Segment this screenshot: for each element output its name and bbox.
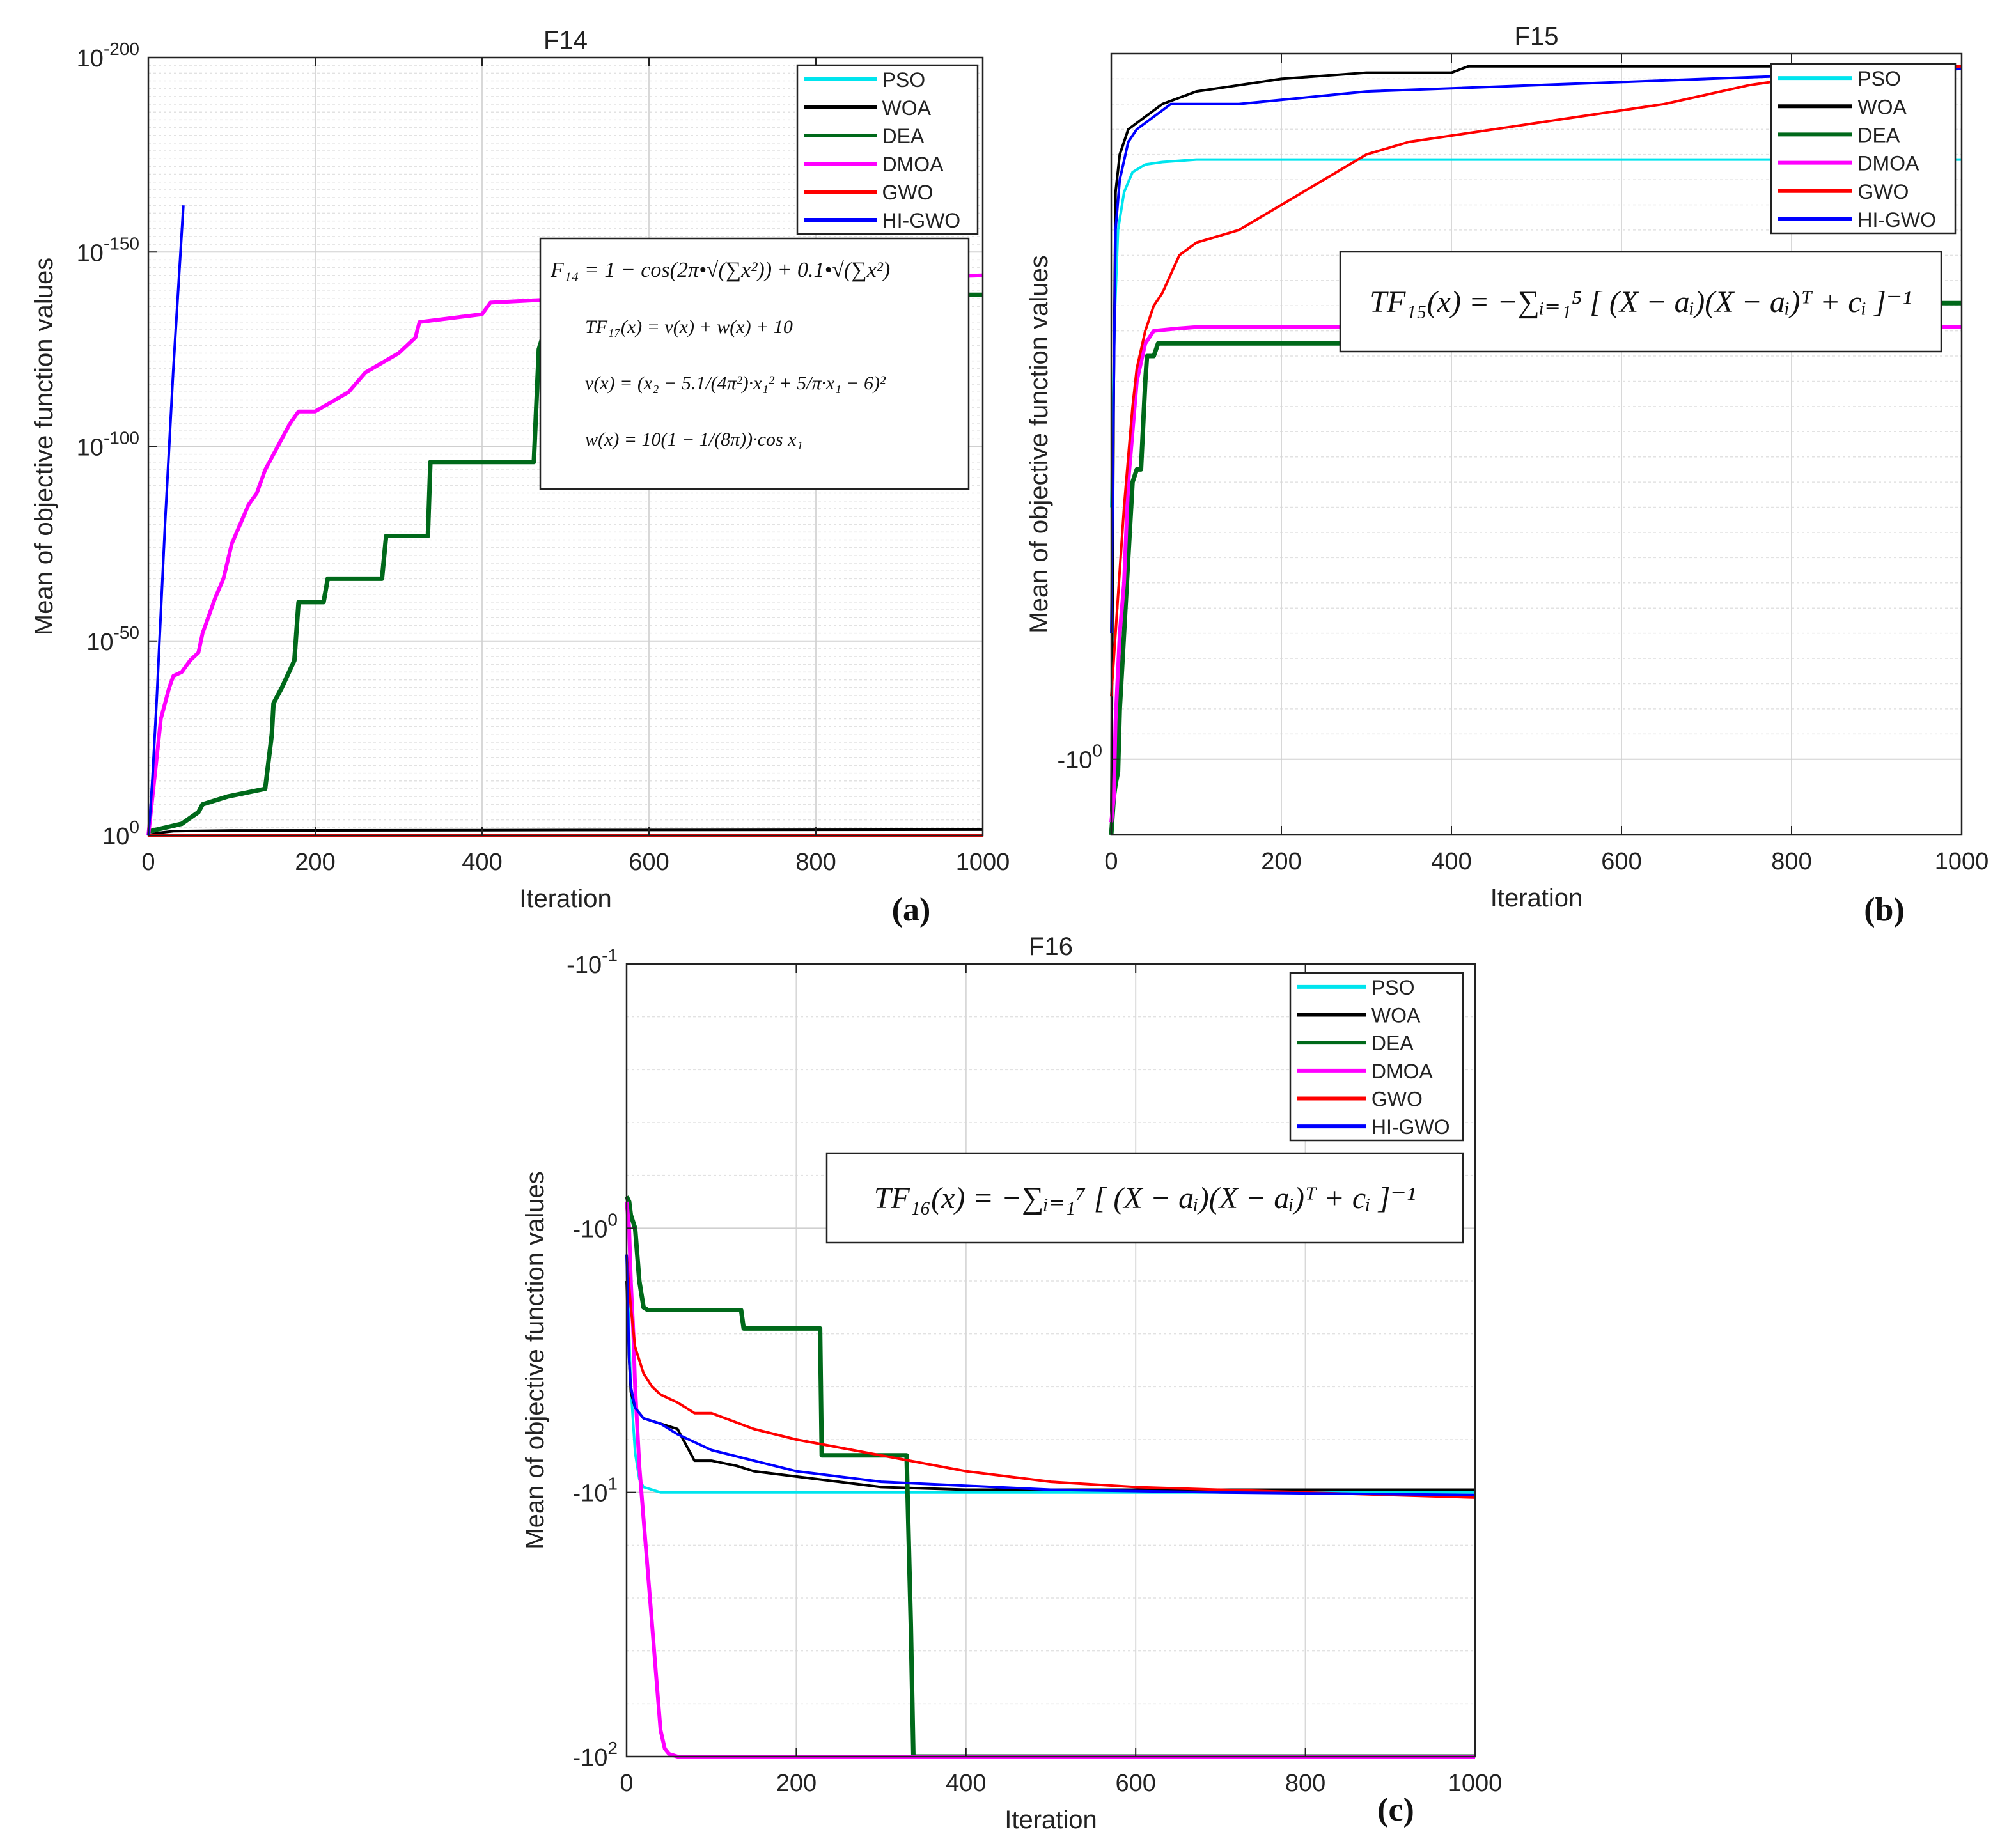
- series-line-dea: [1109, 300, 1962, 835]
- legend-label-dmoa: DMOA: [1371, 1060, 1434, 1083]
- x-tick-label: 200: [1261, 848, 1301, 875]
- y-axis-label: Mean of objective function values: [521, 1171, 549, 1549]
- legend-label-dmoa: DMOA: [1857, 152, 1919, 175]
- y-tick-label: 10-50: [86, 623, 139, 656]
- y-tick-label: -102: [573, 1738, 618, 1771]
- legend-label-pso: PSO: [1371, 976, 1415, 999]
- legend: PSO WOA DEA DMOA GWO HI-GWO: [1289, 972, 1464, 1142]
- panel-label: (a): [892, 892, 931, 928]
- x-tick-label: 1000: [956, 849, 1010, 876]
- series-group: [624, 1195, 1476, 1759]
- legend-label-gwo: GWO: [882, 181, 934, 204]
- x-tick-label: 800: [1285, 1770, 1325, 1797]
- legend-label-gwo: GWO: [1857, 180, 1909, 203]
- series-group: [1109, 65, 1962, 835]
- formula-line: TF₁₇(x) = v(x) + w(x) + 10: [585, 316, 793, 338]
- y-tick-label: -100: [1058, 741, 1103, 774]
- legend-label-woa: WOA: [1371, 1004, 1421, 1027]
- grid: [148, 57, 983, 836]
- legend-label-dea: DEA: [1371, 1032, 1414, 1055]
- y-tick-label: -101: [573, 1474, 618, 1507]
- y-tick-label: 10-100: [77, 428, 139, 462]
- x-tick-label: 400: [946, 1770, 986, 1797]
- legend-label-hi-gwo: HI-GWO: [1371, 1115, 1450, 1138]
- x-axis-label: Iteration: [1004, 1806, 1097, 1834]
- y-axis-label: Mean of objective function values: [1025, 255, 1053, 633]
- chart-title: F14: [543, 26, 588, 54]
- chart-panel-b: 0 200 400 600 800 1000 -100 F15 Iteration Mean of…: [1025, 22, 1989, 928]
- legend-box: [1770, 63, 1957, 235]
- legend-label-dea: DEA: [1857, 123, 1900, 146]
- formula-box: TF₁₅(x) = −∑ᵢ₌₁⁵ [ (X − aᵢ)(X − aᵢ)ᵀ + c…: [1339, 251, 1942, 353]
- chart-panel-c: 0 200 400 600 800 1000 -10-1 -100 -101 -102 F16 Ite…: [521, 933, 1502, 1834]
- x-tick-label: 200: [295, 849, 335, 876]
- formula-frame: [1339, 251, 1942, 353]
- x-tick-label: 400: [462, 849, 502, 876]
- legend-label-woa: WOA: [882, 97, 932, 120]
- chart-panel-a: 0 200 400 600 800 1000 100 10-50 10-100 10-150 10-…: [30, 26, 1010, 928]
- y-tick-label: 100: [102, 817, 139, 850]
- legend-box: [1289, 972, 1464, 1142]
- formula-line: w(x) = 10(1 − 1/(8π))·cos x₁: [585, 429, 803, 450]
- panel-label: (b): [1864, 892, 1905, 928]
- x-tick-label: 600: [1601, 848, 1641, 875]
- y-tick-label: -10-1: [567, 945, 618, 979]
- x-tick-label: 800: [795, 849, 836, 876]
- y-tick-label: 10-200: [77, 39, 139, 72]
- formula-line: TF₁₅(x) = −∑ᵢ₌₁⁵ [ (X − aᵢ)(X − aᵢ)ᵀ + c…: [1370, 285, 1911, 319]
- series-line-hi-gwo: [147, 205, 185, 836]
- y-tick-label: -100: [573, 1209, 618, 1243]
- y-tick-label: 10-150: [77, 233, 139, 267]
- axes-frame: [625, 963, 1476, 1758]
- x-tick-label: 600: [629, 849, 669, 876]
- axes-frame: [1110, 52, 1963, 836]
- chart-title: F15: [1515, 22, 1559, 50]
- x-tick-label: 800: [1771, 848, 1811, 875]
- legend: PSO WOA DEA DMOA GWO HI-GWO: [796, 64, 979, 235]
- y-axis-label: Mean of objective function values: [30, 258, 58, 635]
- series-line-hi-gwo: [625, 1254, 1476, 1496]
- legend-label-dea: DEA: [882, 125, 925, 148]
- legend-label-hi-gwo: HI-GWO: [882, 209, 961, 232]
- legend-label-dmoa: DMOA: [882, 153, 944, 176]
- legend-box: [796, 64, 979, 235]
- series-line-gwo: [625, 1254, 1476, 1499]
- x-tick-label: 1000: [1448, 1770, 1503, 1797]
- formula-frame: [539, 237, 970, 490]
- x-tick-label: 600: [1115, 1770, 1155, 1797]
- chart-title: F16: [1029, 933, 1073, 961]
- series-line-dmoa: [1109, 325, 1962, 823]
- x-axis-label: Iteration: [1490, 884, 1583, 912]
- x-tick-label: 0: [141, 849, 155, 876]
- series-line-gwo: [1110, 65, 1962, 697]
- x-tick-label: 400: [1431, 848, 1471, 875]
- legend-label-hi-gwo: HI-GWO: [1857, 208, 1936, 231]
- series-line-dmoa: [146, 273, 983, 836]
- formula-box: F₁₄ = 1 − cos(2π•√(∑x²)) + 0.1•√(∑x²) TF₁…: [539, 237, 970, 490]
- formula-box: TF₁₆(x) = −∑ᵢ₌₁⁷ [ (X − aᵢ)(X − aᵢ)ᵀ + c…: [825, 1152, 1464, 1244]
- x-tick-label: 0: [620, 1770, 633, 1797]
- formula-line: v(x) = (x₂ − 5.1/(4π²)·x₁² + 5/π·x₁ − 6)…: [585, 373, 886, 394]
- x-tick-label: 200: [776, 1770, 817, 1797]
- series-line-hi-gwo: [1110, 67, 1962, 633]
- x-tick-label: 1000: [1935, 848, 1989, 875]
- series-line-dea: [624, 1195, 1475, 1759]
- formula-line: F₁₄ = 1 − cos(2π•√(∑x²)) + 0.1•√(∑x²): [550, 258, 890, 282]
- panel-label: (c): [1377, 1792, 1414, 1828]
- series-line-woa: [1110, 65, 1962, 823]
- x-axis-label: Iteration: [519, 885, 612, 913]
- legend-label-woa: WOA: [1857, 95, 1907, 118]
- legend: PSO WOA DEA DMOA GWO HI-GWO: [1770, 63, 1957, 235]
- legend-label-gwo: GWO: [1371, 1088, 1423, 1111]
- legend-label-pso: PSO: [882, 68, 926, 91]
- x-tick-label: 0: [1104, 848, 1118, 875]
- legend-label-pso: PSO: [1857, 67, 1901, 90]
- formula-line: TF₁₆(x) = −∑ᵢ₌₁⁷ [ (X − aᵢ)(X − aᵢ)ᵀ + c…: [874, 1181, 1416, 1215]
- series-line-dea: [148, 292, 983, 834]
- formula-frame: [825, 1152, 1464, 1244]
